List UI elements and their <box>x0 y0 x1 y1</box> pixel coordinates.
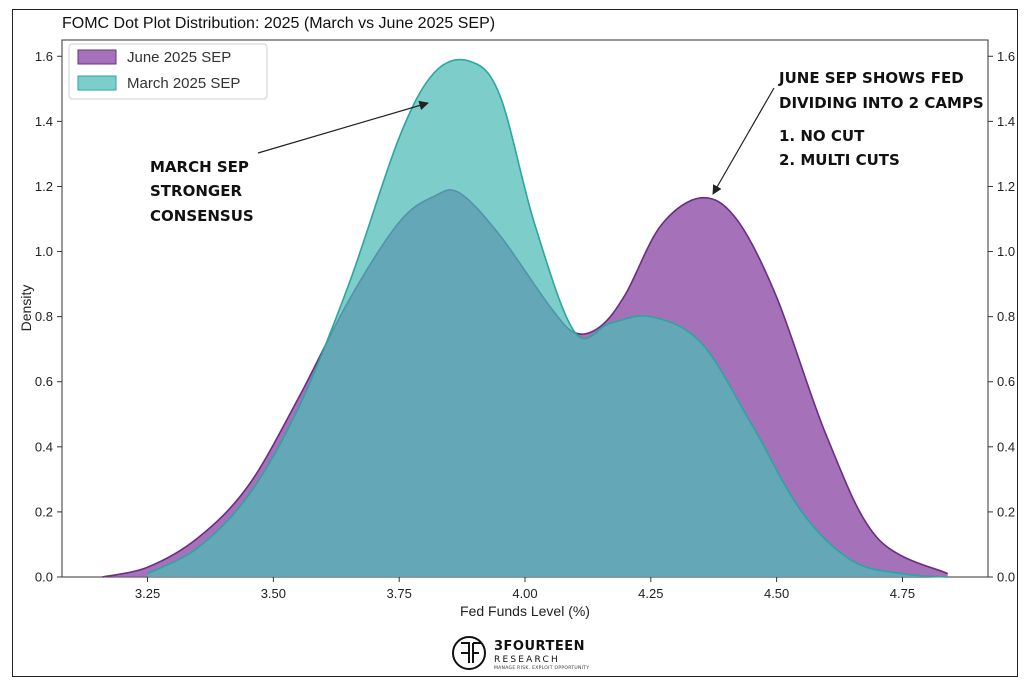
x-axis-label: Fed Funds Level (%) <box>460 603 590 619</box>
chart-frame <box>12 9 1018 677</box>
logo-tagline: MANAGE RISK. EXPLOIT OPPORTUNITY <box>494 665 589 671</box>
y-tick-left-label: 1.6 <box>35 49 53 64</box>
annotation-june-line-2: DIVIDING INTO 2 CAMPS <box>779 94 984 112</box>
axis-ticks: 3.25 3.50 3.75 4.00 4.25 4.50 4.75 0.0 0.0 0.2 0.2… <box>35 49 1015 601</box>
x-tick-label: 4.25 <box>638 586 663 601</box>
density-areas <box>102 58 949 578</box>
y-tick-left-label: 0.4 <box>35 439 53 454</box>
y-tick-left-label: 0.2 <box>35 504 53 519</box>
x-tick-label: 3.25 <box>135 586 160 601</box>
logo-circle-icon <box>452 636 486 670</box>
annotation-march-line-2: STRONGER <box>150 182 242 200</box>
y-tick-right-label: 0.0 <box>997 570 1015 585</box>
y-tick-left-label: 1.4 <box>35 114 53 129</box>
x-tick-label: 4.75 <box>890 586 915 601</box>
y-tick-left-label: 1.0 <box>35 244 53 259</box>
y-tick-right-label: 1.4 <box>997 114 1015 129</box>
chart-title: FOMC Dot Plot Distribution: 2025 (March … <box>62 15 495 32</box>
series-area-1 <box>147 59 948 578</box>
legend-entry-june: June 2025 SEP <box>127 49 231 66</box>
y-tick-left-label: 1.2 <box>35 179 53 194</box>
x-tick-label: 3.75 <box>387 586 412 601</box>
arrow-june <box>712 87 775 195</box>
y-tick-right-label: 0.2 <box>997 504 1015 519</box>
y-tick-left-label: 0.8 <box>35 309 53 324</box>
annotation-june-line-4: 1. NO CUT <box>779 127 865 145</box>
logo-sub: RESEARCH <box>494 655 560 665</box>
y-tick-right-label: 0.8 <box>997 309 1015 324</box>
x-tick-label: 4.00 <box>512 586 537 601</box>
legend-swatch-march <box>77 75 117 91</box>
legend-box <box>68 43 268 100</box>
y-tick-left-label: 0.6 <box>35 374 53 389</box>
y-tick-right-label: 1.6 <box>997 49 1015 64</box>
series-line-1 <box>147 58 948 578</box>
logo-name: 3FOURTEEN <box>494 639 585 654</box>
x-tick-label: 3.50 <box>261 586 286 601</box>
legend: June 2025 SEP March 2025 SEP <box>68 43 268 100</box>
annotation-march: MARCH SEP STRONGER CONSENSUS <box>150 158 254 225</box>
y-tick-right-label: 1.2 <box>997 179 1015 194</box>
legend-swatch-june <box>77 49 117 65</box>
y-tick-left-label: 0.0 <box>35 570 53 585</box>
brand-logo: 3FOURTEEN RESEARCH MANAGE RISK. EXPLOIT … <box>452 636 589 671</box>
y-axis-label: Density <box>18 285 34 332</box>
x-tick-label: 4.50 <box>764 586 789 601</box>
y-tick-right-label: 1.0 <box>997 244 1015 259</box>
logo-mark-icon <box>461 642 481 663</box>
annotation-march-line-1: MARCH SEP <box>150 158 249 176</box>
annotation-june: JUNE SEP SHOWS FED DIVIDING INTO 2 CAMPS… <box>778 69 989 169</box>
y-tick-right-label: 0.6 <box>997 374 1015 389</box>
annotation-march-line-3: CONSENSUS <box>150 207 254 225</box>
annotations: MARCH SEP STRONGER CONSENSUS JUNE SEP SH… <box>150 69 989 225</box>
legend-entry-march: March 2025 SEP <box>127 75 240 92</box>
arrow-march <box>257 100 429 154</box>
annotation-june-line-1: JUNE SEP SHOWS FED <box>778 69 964 87</box>
y-tick-right-label: 0.4 <box>997 439 1015 454</box>
annotation-june-line-5: 2. MULTI CUTS <box>779 151 900 169</box>
